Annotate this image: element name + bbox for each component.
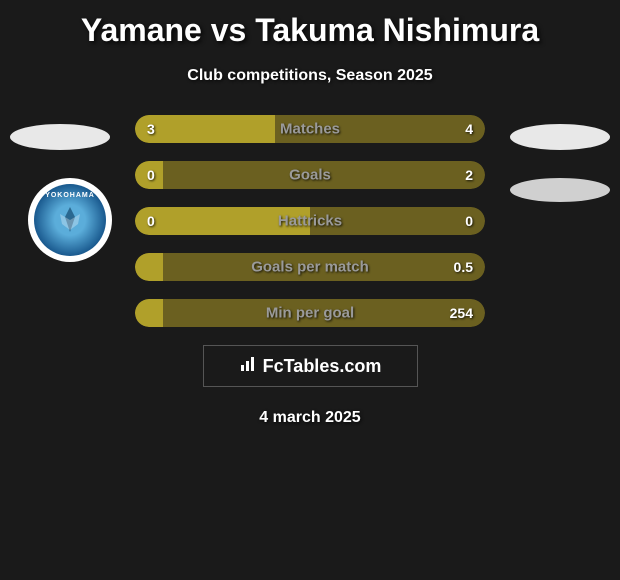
stat-value-left: 0 bbox=[147, 167, 155, 183]
stat-bar-left bbox=[135, 299, 163, 327]
stat-label: Goals bbox=[289, 167, 331, 184]
fctables-logo: FcTables.com bbox=[203, 345, 418, 387]
stat-label: Goals per match bbox=[251, 259, 369, 276]
stat-row: Hattricks 0 0 bbox=[135, 207, 485, 235]
stat-bar-left bbox=[135, 253, 163, 281]
stat-row: Goals 0 2 bbox=[135, 161, 485, 189]
stat-bar-left bbox=[135, 115, 275, 143]
stats-container: Matches 3 4 Goals 0 2 Hattricks 0 0 Goals per mat… bbox=[0, 115, 620, 327]
stat-value-right: 254 bbox=[450, 305, 473, 321]
stat-value-right: 0 bbox=[465, 213, 473, 229]
stat-row: Goals per match 0.5 bbox=[135, 253, 485, 281]
subtitle: Club competitions, Season 2025 bbox=[0, 67, 620, 85]
stat-row: Matches 3 4 bbox=[135, 115, 485, 143]
logo-text: FcTables.com bbox=[263, 356, 382, 377]
stat-value-right: 4 bbox=[465, 121, 473, 137]
stat-value-left: 3 bbox=[147, 121, 155, 137]
stat-label: Hattricks bbox=[278, 213, 342, 230]
stat-value-right: 2 bbox=[465, 167, 473, 183]
date-text: 4 march 2025 bbox=[0, 409, 620, 427]
stat-row: Min per goal 254 bbox=[135, 299, 485, 327]
stat-label: Matches bbox=[280, 121, 340, 138]
page-title: Yamane vs Takuma Nishimura bbox=[0, 0, 620, 49]
chart-icon bbox=[239, 355, 257, 378]
stat-label: Min per goal bbox=[266, 305, 354, 322]
stat-value-right: 0.5 bbox=[454, 259, 473, 275]
stat-value-left: 0 bbox=[147, 213, 155, 229]
